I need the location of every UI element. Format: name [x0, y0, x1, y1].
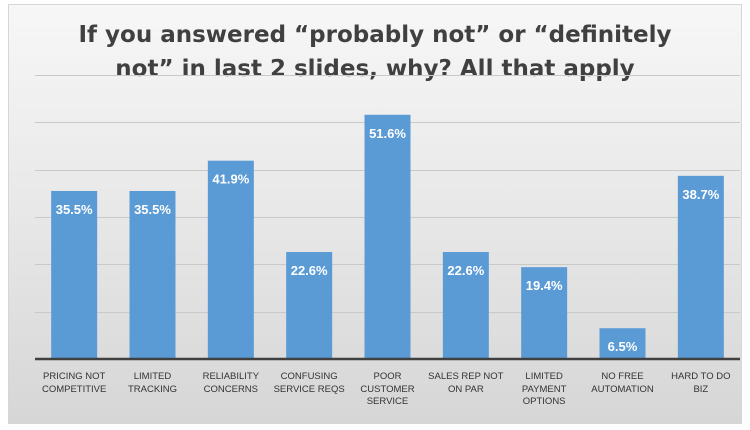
category-label-line: BIZ	[693, 383, 709, 395]
bar-data-label-3: 22.6%	[291, 263, 328, 278]
category-label-line: PAYMENT	[521, 383, 567, 395]
bar-7	[599, 328, 646, 359]
bar-data-label-1: 35.5%	[134, 202, 171, 217]
category-label-line: OPTIONS	[522, 396, 566, 407]
category-label-7: NO FREE AUTOMATION	[580, 371, 666, 396]
category-label-line: POOR	[373, 371, 402, 382]
chart-title-line-1: If you answered “probably not” or “defin…	[78, 22, 672, 48]
category-label-0: PRICING NOT COMPETITIVE	[31, 371, 117, 396]
bar-1	[129, 190, 176, 359]
category-label-line: CONCERNS	[203, 383, 259, 395]
category-label-line: HARD TO DO	[671, 371, 731, 382]
chart-title: If you answered “probably not” or “defin…	[0, 18, 750, 86]
category-label-line: SERVICE REQS	[273, 383, 345, 395]
category-label-line: LIMITED	[133, 371, 172, 382]
category-label-1: LIMITED TRACKING	[110, 371, 196, 396]
bar-8	[677, 175, 724, 359]
category-label-line: TRACKING	[127, 383, 178, 395]
bar-data-label-7: 6.5%	[608, 339, 638, 354]
category-label-4: POOR CUSTOMER SERVICE	[345, 371, 431, 409]
bar-0	[51, 190, 98, 359]
category-label-5: SALES REP NOT ON PAR	[423, 371, 509, 396]
category-label-line: SERVICE	[366, 396, 409, 407]
bar-3	[286, 252, 333, 359]
bar-data-label-8: 38.7%	[682, 187, 719, 202]
bar-6	[521, 267, 568, 359]
category-label-8: HARD TO DO BIZ	[658, 371, 744, 396]
bar-data-label-4: 51.6%	[369, 126, 406, 141]
category-label-2: RELIABILITY CONCERNS	[188, 371, 274, 396]
bar-2	[207, 160, 254, 359]
bar-data-label-0: 35.5%	[56, 202, 93, 217]
category-label-line: NO FREE	[601, 371, 644, 382]
category-label-line: SALES REP NOT	[428, 371, 504, 382]
bar-data-label-6: 19.4%	[526, 278, 563, 293]
chart-title-line-2: not” in last 2 slides, why? All that app…	[115, 56, 635, 82]
category-label-line: PRICING NOT	[43, 371, 106, 382]
category-label-6: LIMITED PAYMENT OPTIONS	[501, 371, 587, 409]
bar-data-label-2: 41.9%	[212, 172, 249, 187]
bar-4	[364, 114, 411, 359]
category-label-line: COMPETITIVE	[41, 383, 107, 395]
category-label-line: AUTOMATION	[591, 383, 654, 395]
category-label-line: ON PAR	[447, 383, 484, 395]
category-label-line: RELIABILITY	[202, 371, 260, 382]
category-label-line: CUSTOMER	[360, 383, 415, 395]
bar-5	[442, 252, 489, 359]
bar-data-label-5: 22.6%	[447, 263, 484, 278]
category-label-3: CONFUSING SERVICE REQS	[266, 371, 352, 396]
category-label-line: LIMITED	[525, 371, 563, 382]
category-label-line: CONFUSING	[280, 371, 338, 382]
